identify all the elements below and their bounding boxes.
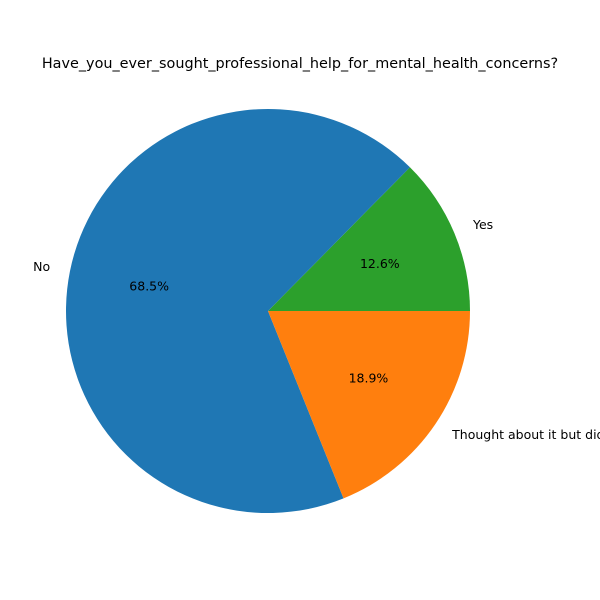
slice-label-no: No [33, 259, 50, 274]
pie-slice-no [66, 108, 410, 514]
chart-title: Have_you_ever_sought_professional_help_f… [42, 56, 558, 72]
pie-slice-thought-about-it-but-didn-t-seek-help [268, 311, 470, 499]
slice-percent-no: 68.5% [129, 279, 169, 294]
slice-label-thought-about-it-but-didn-t-seek-help: Thought about it but didn't seek help [451, 427, 600, 442]
slice-label-yes: Yes [472, 217, 493, 232]
pie-slices [66, 108, 470, 514]
slice-percent-thought-about-it-but-didn-t-seek-help: 18.9% [349, 370, 389, 385]
pie-slice-yes [268, 167, 470, 311]
pie-labels: Yes 12.6% No 68.5% Thought about it but didn… [33, 217, 600, 442]
slice-percent-yes: 12.6% [360, 256, 400, 271]
